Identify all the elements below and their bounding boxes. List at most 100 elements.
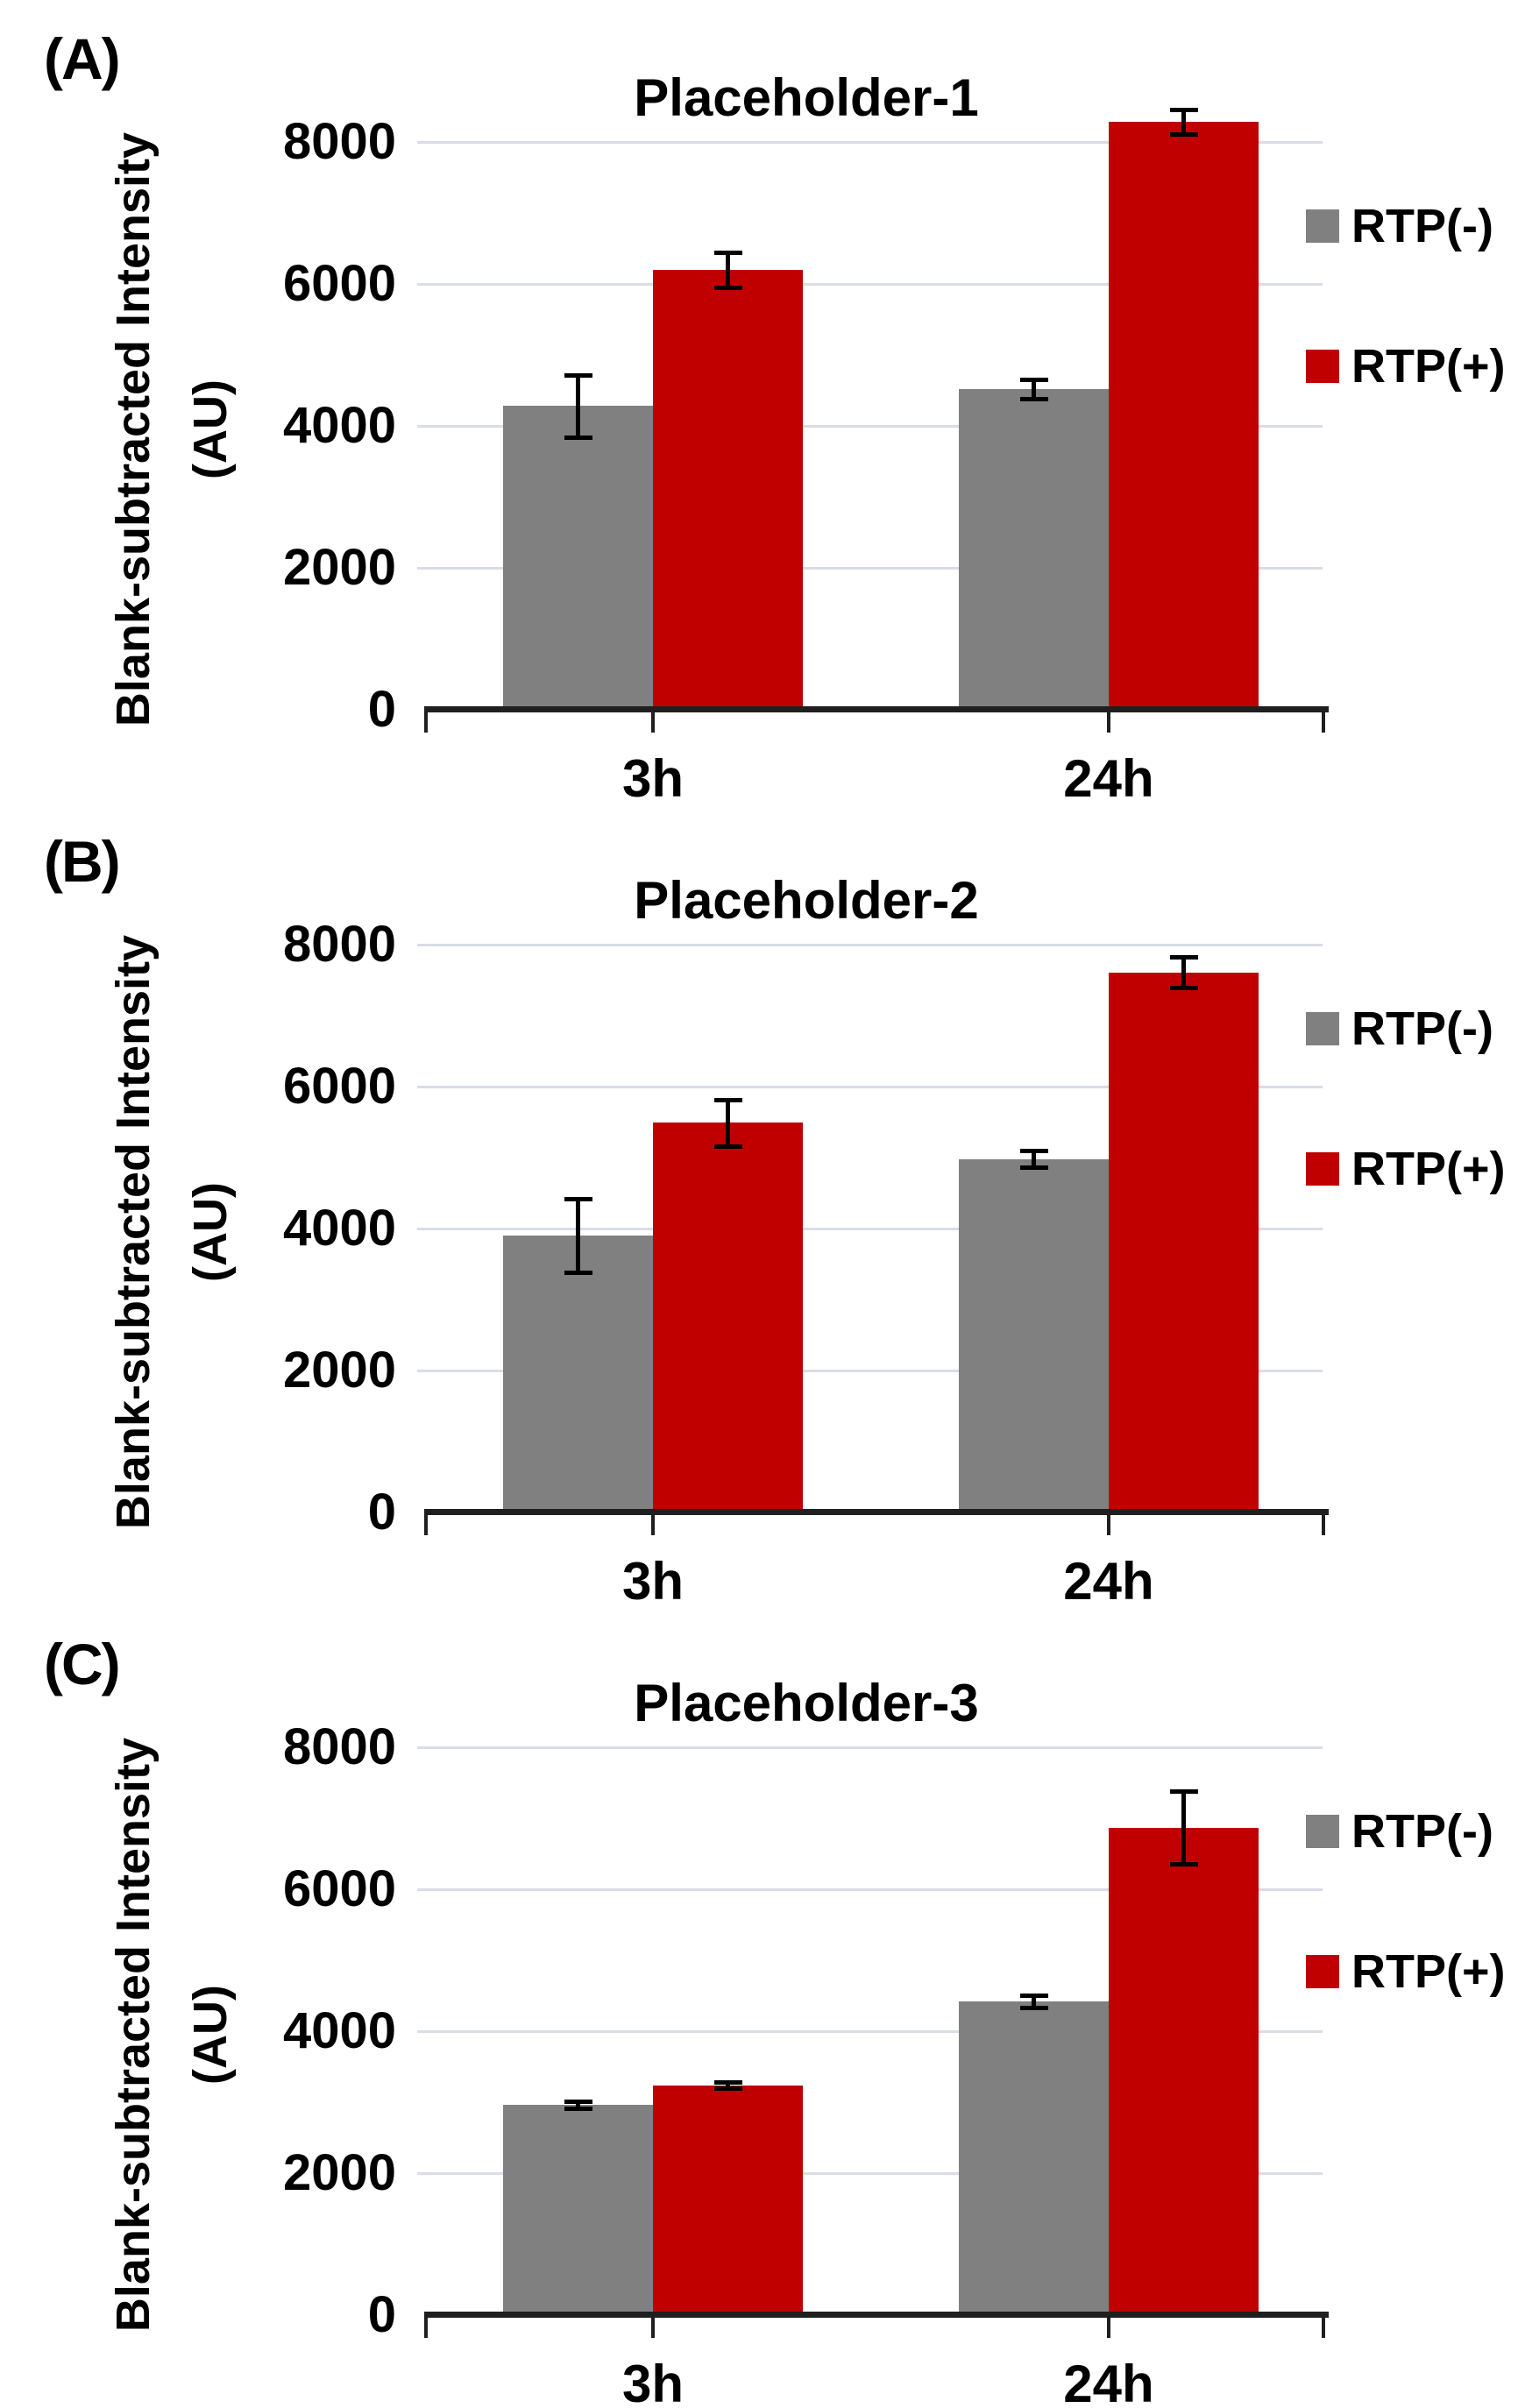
x-axis-end-tick bbox=[1322, 1512, 1325, 1535]
rtp-plus-swatch-icon bbox=[1306, 1955, 1339, 1988]
y-tick-label: 2000 bbox=[282, 2144, 396, 2201]
y-tick-label: 6000 bbox=[282, 1058, 396, 1115]
y-tick-label: 4000 bbox=[282, 397, 396, 454]
gridline bbox=[417, 1228, 1323, 1230]
legend: RTP(-) RTP(+) bbox=[1306, 1605, 1518, 2408]
error-bar-rtp-3h-upper-cap bbox=[713, 251, 742, 255]
error-bar-rtp-24h-lower-cap bbox=[1019, 1165, 1048, 1170]
error-bar-rtp-3h bbox=[576, 2101, 580, 2108]
legend-label: RTP(+) bbox=[1351, 1945, 1506, 1998]
gridline bbox=[417, 1888, 1323, 1891]
error-bar-rtp-3h bbox=[576, 1199, 580, 1272]
gridline bbox=[417, 944, 1323, 946]
panel-letter: (B) bbox=[44, 829, 121, 894]
gridline bbox=[417, 425, 1323, 428]
legend-label: RTP(-) bbox=[1351, 1805, 1493, 1858]
rtp-plus-swatch-icon bbox=[1306, 1152, 1339, 1186]
bar-rtp-24h bbox=[1109, 1828, 1259, 2318]
error-bar-rtp-3h-upper-cap bbox=[713, 2080, 742, 2085]
error-bar-rtp-24h-lower-cap bbox=[1169, 1862, 1198, 1866]
bar-rtp-24h bbox=[959, 389, 1109, 712]
legend-item-rtp-plus: RTP(+) bbox=[1306, 1945, 1506, 1998]
error-bar-rtp-24h-upper-cap bbox=[1169, 955, 1198, 960]
x-axis-tick bbox=[651, 1512, 655, 1535]
error-bar-rtp-24h-upper-cap bbox=[1019, 378, 1048, 382]
bar-rtp-3h bbox=[503, 2105, 653, 2318]
x-category-label: 3h bbox=[621, 749, 685, 808]
y-tick-label: 6000 bbox=[282, 1860, 396, 1917]
error-bar-rtp-24h bbox=[1181, 110, 1186, 134]
error-bar-rtp-3h-lower-cap bbox=[564, 2107, 592, 2111]
legend-item-rtp-plus: RTP(+) bbox=[1306, 343, 1506, 390]
x-axis-line bbox=[424, 1509, 1329, 1515]
y-tick-label: 0 bbox=[367, 1484, 396, 1540]
panel-letter: (C) bbox=[44, 1632, 121, 1696]
chart-panel-a: (A) Placeholder-1 Blank-subtracted Inten… bbox=[0, 0, 1518, 808]
chart-panel-b: (B) Placeholder-2 Blank-subtracted Inten… bbox=[0, 803, 1518, 1611]
legend-item-rtp-plus: RTP(+) bbox=[1306, 1143, 1506, 1195]
x-category-label: 3h bbox=[621, 2355, 685, 2408]
plot-area: 0 2000 4000 6000 8000 3h 24h bbox=[0, 0, 1518, 808]
error-bar-rtp-3h-lower-cap bbox=[564, 436, 592, 440]
error-bar-rtp-24h bbox=[1032, 1995, 1036, 2008]
bar-rtp-24h bbox=[959, 1159, 1109, 1515]
chart-title: Placeholder-3 bbox=[634, 1674, 979, 1732]
error-bar-rtp-3h-upper-cap bbox=[564, 1197, 592, 1201]
gridline bbox=[417, 1370, 1323, 1372]
rtp-minus-swatch-icon bbox=[1306, 1815, 1339, 1848]
legend-label: RTP(+) bbox=[1351, 1143, 1506, 1195]
error-bar-rtp-3h-lower-cap bbox=[713, 286, 742, 290]
error-bar-rtp-24h-lower-cap bbox=[1169, 986, 1198, 990]
error-bar-rtp-24h-lower-cap bbox=[1169, 132, 1198, 137]
x-axis-tick bbox=[651, 710, 655, 733]
y-tick-label: 4000 bbox=[282, 1200, 396, 1257]
rtp-minus-swatch-icon bbox=[1306, 1012, 1339, 1045]
x-category-label: 24h bbox=[1063, 749, 1154, 808]
error-bar-rtp-24h bbox=[1181, 1791, 1186, 1864]
bar-rtp-3h bbox=[503, 406, 653, 712]
error-bar-rtp-3h bbox=[726, 252, 730, 287]
chart-title: Placeholder-1 bbox=[634, 68, 979, 127]
legend-label: RTP(-) bbox=[1351, 200, 1493, 252]
legend-item-rtp-minus: RTP(-) bbox=[1306, 200, 1493, 252]
rtp-plus-swatch-icon bbox=[1306, 350, 1339, 383]
error-bar-rtp-24h-lower-cap bbox=[1019, 397, 1048, 401]
error-bar-rtp-3h-lower-cap bbox=[713, 1144, 742, 1149]
gridline bbox=[417, 2172, 1323, 2175]
x-axis-end-tick bbox=[1322, 2315, 1325, 2338]
x-axis-end-tick bbox=[424, 1512, 428, 1535]
x-axis-end-tick bbox=[1322, 710, 1325, 733]
bar-rtp-3h bbox=[653, 2086, 803, 2318]
x-category-label: 24h bbox=[1063, 1552, 1154, 1611]
x-axis-tick bbox=[1107, 1512, 1110, 1535]
error-bar-rtp-3h bbox=[726, 2082, 730, 2088]
y-tick-label: 6000 bbox=[282, 255, 396, 312]
error-bar-rtp-24h bbox=[1032, 379, 1036, 399]
error-bar-rtp-24h bbox=[1032, 1151, 1036, 1167]
bar-rtp-24h bbox=[1109, 973, 1259, 1515]
panel-letter: (A) bbox=[44, 26, 121, 91]
plot-area: 0 2000 4000 6000 8000 3h 24h bbox=[0, 1605, 1518, 2408]
x-axis-tick bbox=[651, 2315, 655, 2338]
error-bar-rtp-3h bbox=[726, 1100, 730, 1146]
y-tick-label: 0 bbox=[367, 2286, 396, 2343]
error-bar-rtp-24h-upper-cap bbox=[1019, 1149, 1048, 1153]
legend: RTP(-) RTP(+) bbox=[1306, 0, 1518, 803]
x-axis-tick bbox=[1107, 710, 1110, 733]
gridline bbox=[417, 1746, 1323, 1749]
gridline bbox=[417, 1086, 1323, 1088]
y-tick-label: 2000 bbox=[282, 1342, 396, 1399]
x-category-label: 3h bbox=[621, 1552, 685, 1611]
chart-panel-c: (C) Placeholder-3 Blank-subtracted Inten… bbox=[0, 1605, 1518, 2408]
legend-item-rtp-minus: RTP(-) bbox=[1306, 1005, 1493, 1052]
y-tick-label: 4000 bbox=[282, 2002, 396, 2059]
x-axis-line bbox=[424, 2312, 1329, 2318]
error-bar-rtp-3h-lower-cap bbox=[713, 2086, 742, 2091]
chart-title: Placeholder-2 bbox=[634, 871, 979, 930]
x-axis-line bbox=[424, 706, 1329, 712]
error-bar-rtp-24h-upper-cap bbox=[1019, 1994, 1048, 1998]
error-bar-rtp-24h-upper-cap bbox=[1169, 1789, 1198, 1794]
rtp-minus-swatch-icon bbox=[1306, 209, 1339, 243]
x-category-label: 24h bbox=[1063, 2355, 1154, 2408]
error-bar-rtp-24h-lower-cap bbox=[1019, 2006, 1048, 2010]
